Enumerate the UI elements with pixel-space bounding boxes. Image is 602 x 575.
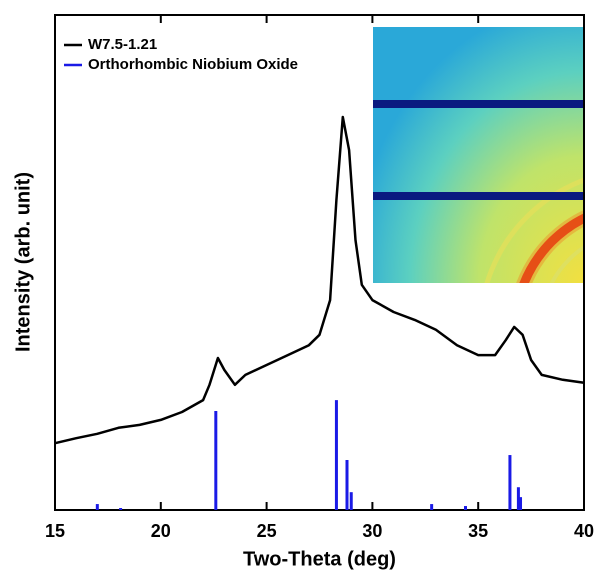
- x-tick-label: 40: [574, 521, 594, 541]
- legend-label: W7.5-1.21: [88, 36, 157, 53]
- x-tick-label: 25: [257, 521, 277, 541]
- x-tick-label: 20: [151, 521, 171, 541]
- data-line: [54, 115, 585, 445]
- x-tick-label: 35: [468, 521, 488, 541]
- inset-image: [373, 27, 583, 283]
- legend-label: Orthorhombic Niobium Oxide: [88, 56, 298, 73]
- plot-frame: [54, 14, 585, 511]
- x-axis-label: Two-Theta (deg): [243, 548, 396, 570]
- x-tick-label: 15: [45, 521, 65, 541]
- y-axis-label: Intensity (arb. unit): [12, 172, 34, 352]
- x-tick-label: 30: [362, 521, 382, 541]
